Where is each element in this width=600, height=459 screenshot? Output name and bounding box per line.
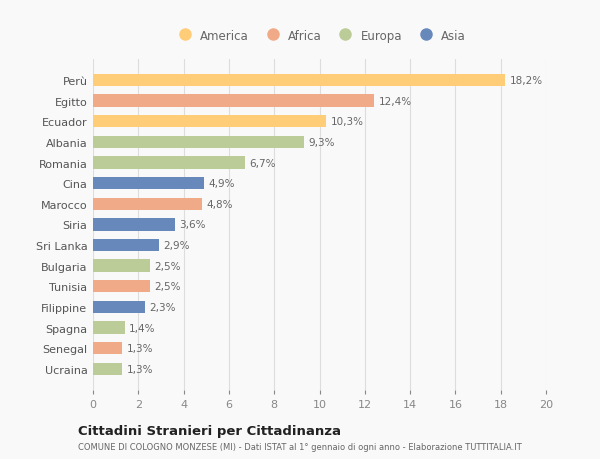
Text: 3,6%: 3,6%: [179, 220, 206, 230]
Bar: [93, 178, 204, 190]
Text: 2,5%: 2,5%: [154, 282, 181, 291]
Bar: [93, 75, 505, 87]
Bar: [93, 157, 245, 169]
Bar: [93, 95, 374, 107]
Bar: [93, 136, 304, 149]
Text: 1,3%: 1,3%: [127, 343, 154, 353]
Text: 9,3%: 9,3%: [308, 138, 335, 148]
Bar: [93, 342, 122, 354]
Text: 1,3%: 1,3%: [127, 364, 154, 374]
Text: 4,8%: 4,8%: [206, 199, 233, 209]
Text: 2,3%: 2,3%: [149, 302, 176, 312]
Text: 18,2%: 18,2%: [510, 76, 543, 86]
Text: 10,3%: 10,3%: [331, 117, 364, 127]
Text: 2,9%: 2,9%: [163, 241, 190, 251]
Bar: [93, 116, 326, 128]
Bar: [93, 239, 158, 252]
Text: 6,7%: 6,7%: [249, 158, 276, 168]
Text: 1,4%: 1,4%: [129, 323, 156, 333]
Text: 2,5%: 2,5%: [154, 261, 181, 271]
Bar: [93, 260, 149, 272]
Text: COMUNE DI COLOGNO MONZESE (MI) - Dati ISTAT al 1° gennaio di ogni anno - Elabora: COMUNE DI COLOGNO MONZESE (MI) - Dati IS…: [78, 442, 522, 451]
Bar: [93, 280, 149, 293]
Text: 12,4%: 12,4%: [379, 96, 412, 106]
Text: 4,9%: 4,9%: [209, 179, 235, 189]
Legend: America, Africa, Europa, Asia: America, Africa, Europa, Asia: [170, 26, 469, 46]
Bar: [93, 198, 202, 211]
Bar: [93, 363, 122, 375]
Bar: [93, 219, 175, 231]
Text: Cittadini Stranieri per Cittadinanza: Cittadini Stranieri per Cittadinanza: [78, 424, 341, 437]
Bar: [93, 322, 125, 334]
Bar: [93, 301, 145, 313]
